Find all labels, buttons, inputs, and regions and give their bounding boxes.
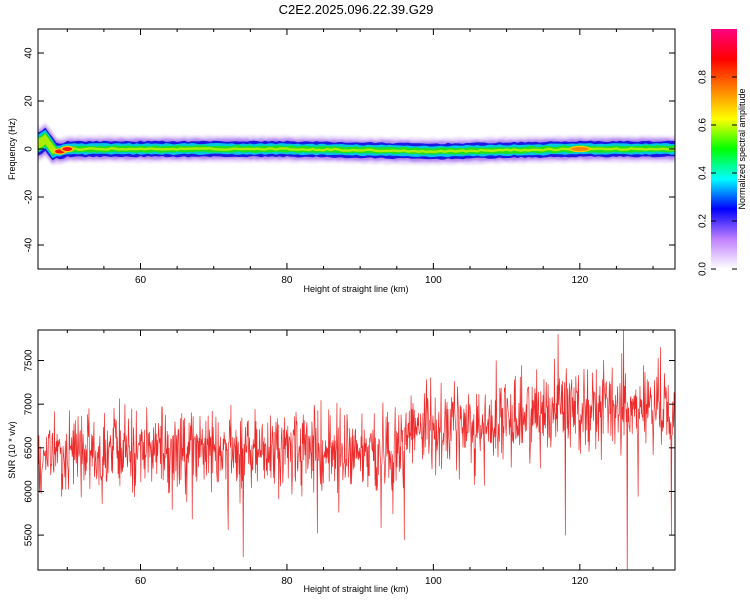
spectrogram-x-tick-label: 100 bbox=[425, 275, 442, 286]
spectrogram-panel: 60 80 100 120 -40 -20 0 20 40 Height of straight… bbox=[7, 28, 676, 294]
spectrogram-axes: 60 80 100 120 -40 -20 0 20 40 bbox=[24, 29, 675, 286]
snr-frame bbox=[37, 329, 676, 571]
colorbar-tick-label: 0.8 bbox=[698, 70, 709, 84]
snr-y-tick-label: 6000 bbox=[24, 480, 35, 503]
spectrogram-y-tick-label: -40 bbox=[24, 237, 35, 252]
snr-y-tick-label: 7000 bbox=[24, 393, 35, 416]
colorbar-tick-label: 0.6 bbox=[698, 118, 709, 132]
spectrogram-x-tick-label: 120 bbox=[571, 275, 588, 286]
snr-panel: 60 80 100 120 5500 6000 6500 7000 7500 Height of… bbox=[7, 329, 676, 594]
colorbar-ticks: 0.0 0.2 0.4 0.6 0.8 bbox=[698, 70, 737, 276]
spectrogram-x-tick-label: 60 bbox=[135, 275, 147, 286]
snr-series-line bbox=[38, 330, 675, 570]
spectrogram-amplitude-band bbox=[38, 134, 675, 155]
spectrogram-y-tick-label: 0 bbox=[24, 146, 35, 152]
figure-title: C2E2.2025.096.22.39.G29 bbox=[279, 2, 434, 17]
snr-y-tick-label: 5500 bbox=[24, 524, 35, 547]
spectrogram-x-tick-label: 80 bbox=[281, 275, 293, 286]
colorbar-tick-label: 0.2 bbox=[698, 214, 709, 228]
spectrogram-y-tick-label: 20 bbox=[24, 95, 35, 107]
colorbar-tick-label: 0.4 bbox=[698, 166, 709, 180]
colorbar-label: Normalized spectral amplitude bbox=[737, 88, 747, 209]
snr-x-tick-label: 60 bbox=[135, 576, 147, 587]
snr-x-tick-label: 80 bbox=[281, 576, 293, 587]
snr-x-tick-label: 120 bbox=[571, 576, 588, 587]
colorbar-gradient bbox=[711, 29, 737, 269]
snr-y-tick-label: 6500 bbox=[24, 436, 35, 459]
spectrogram-y-label: Frequency (Hz) bbox=[7, 118, 17, 180]
snr-x-tick-label: 100 bbox=[425, 576, 442, 587]
spectrogram-y-tick-label: -20 bbox=[24, 189, 35, 204]
snr-x-label: Height of straight line (km) bbox=[303, 584, 408, 594]
snr-y-tick-label: 7500 bbox=[24, 349, 35, 372]
spectrogram-x-label: Height of straight line (km) bbox=[303, 284, 408, 294]
snr-y-label: SNR (10 * v/v) bbox=[7, 421, 17, 479]
colorbar-tick-label: 0.0 bbox=[698, 262, 709, 276]
spectrogram-heatmap bbox=[38, 122, 675, 166]
snr-axes: 60 80 100 120 5500 6000 6500 7000 7500 bbox=[24, 330, 675, 587]
spectrogram-y-tick-label: 40 bbox=[24, 47, 35, 59]
colorbar: 0.0 0.2 0.4 0.6 0.8 Normalized spectral ampl… bbox=[698, 29, 747, 276]
spectrogram-peak bbox=[62, 147, 73, 151]
spectrogram-peak bbox=[570, 147, 589, 151]
